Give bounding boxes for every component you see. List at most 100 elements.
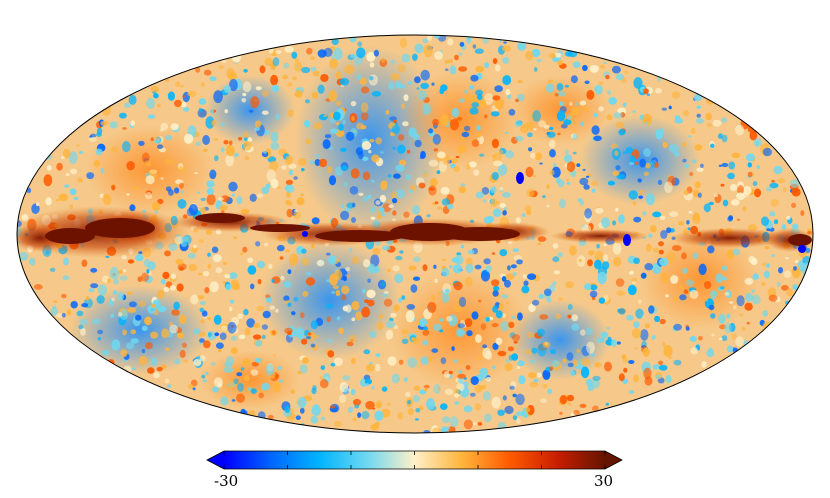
fluctuation-speck bbox=[170, 273, 177, 280]
fluctuation-speck bbox=[643, 88, 649, 95]
fluctuation-speck bbox=[164, 378, 170, 384]
fluctuation-speck bbox=[117, 312, 123, 317]
fluctuation-speck bbox=[156, 366, 163, 372]
fluctuation-speck bbox=[397, 64, 406, 73]
fluctuation-speck bbox=[220, 122, 225, 127]
fluctuation-speck bbox=[451, 346, 455, 351]
fluctuation-speck bbox=[220, 147, 225, 153]
fluctuation-speck bbox=[466, 330, 473, 337]
fluctuation-speck bbox=[312, 70, 320, 77]
fluctuation-speck bbox=[566, 182, 571, 185]
fluctuation-speck bbox=[144, 160, 152, 165]
fluctuation-speck bbox=[247, 257, 254, 263]
fluctuation-speck bbox=[645, 193, 655, 206]
fluctuation-speck bbox=[661, 107, 667, 111]
fluctuation-speck bbox=[557, 60, 563, 66]
fluctuation-speck bbox=[482, 199, 486, 203]
fluctuation-speck bbox=[724, 292, 730, 296]
fluctuation-speck bbox=[250, 283, 255, 290]
fluctuation-speck bbox=[256, 193, 264, 198]
fluctuation-speck bbox=[492, 305, 498, 313]
fluctuation-speck bbox=[390, 73, 400, 81]
fluctuation-speck bbox=[517, 79, 523, 84]
fluctuation-speck bbox=[86, 172, 95, 180]
fluctuation-speck bbox=[543, 125, 550, 129]
fluctuation-speck bbox=[671, 91, 681, 99]
fluctuation-speck bbox=[454, 254, 464, 265]
fluctuation-speck bbox=[794, 259, 799, 264]
fluctuation-speck bbox=[718, 164, 723, 167]
fluctuation-speck bbox=[403, 211, 410, 218]
fluctuation-speck bbox=[270, 142, 280, 151]
fluctuation-speck bbox=[286, 201, 293, 206]
fluctuation-speck bbox=[335, 71, 342, 79]
fluctuation-speck bbox=[258, 392, 265, 399]
fluctuation-speck bbox=[302, 291, 309, 297]
fluctuation-speck bbox=[361, 411, 370, 420]
fluctuation-speck bbox=[228, 181, 238, 192]
fluctuation-speck bbox=[453, 393, 460, 398]
fluctuation-speck bbox=[386, 199, 391, 203]
fluctuation-speck bbox=[480, 323, 487, 331]
fluctuation-speck bbox=[402, 121, 409, 127]
fluctuation-speck bbox=[416, 87, 420, 90]
fluctuation-speck bbox=[352, 417, 357, 422]
fluctuation-speck bbox=[171, 309, 180, 316]
fluctuation-speck bbox=[698, 336, 703, 341]
fluctuation-speck bbox=[616, 290, 625, 296]
fluctuation-speck bbox=[524, 406, 531, 413]
fluctuation-speck bbox=[218, 65, 225, 70]
fluctuation-speck bbox=[569, 101, 573, 107]
fluctuation-speck bbox=[566, 394, 575, 402]
fluctuation-speck bbox=[35, 202, 40, 207]
fluctuation-speck bbox=[485, 317, 491, 322]
fluctuation-speck bbox=[90, 283, 99, 289]
fluctuation-speck bbox=[235, 367, 240, 371]
fluctuation-speck bbox=[283, 62, 290, 69]
fluctuation-speck bbox=[629, 155, 636, 163]
fluctuation-speck bbox=[223, 139, 229, 145]
fluctuation-speck bbox=[536, 58, 542, 63]
fluctuation-speck bbox=[167, 91, 175, 101]
fluctuation-speck bbox=[428, 128, 434, 134]
fluctuation-speck bbox=[236, 393, 245, 403]
fluctuation-speck bbox=[682, 267, 688, 274]
fluctuation-speck bbox=[674, 115, 681, 120]
fluctuation-speck bbox=[501, 294, 509, 299]
fluctuation-speck bbox=[626, 314, 634, 321]
galactic-plane-core bbox=[788, 234, 812, 246]
fluctuation-speck bbox=[526, 188, 535, 198]
fluctuation-speck bbox=[214, 332, 220, 337]
fluctuation-speck bbox=[463, 405, 473, 413]
fluctuation-speck bbox=[66, 309, 72, 316]
fluctuation-speck bbox=[200, 319, 205, 324]
fluctuation-speck bbox=[786, 215, 791, 220]
fluctuation-speck bbox=[346, 341, 354, 347]
fluctuation-speck bbox=[482, 391, 491, 401]
fluctuation-speck bbox=[298, 158, 307, 166]
fluctuation-speck bbox=[532, 175, 536, 178]
fluctuation-speck bbox=[761, 282, 766, 286]
fluctuation-speck bbox=[490, 198, 498, 208]
fluctuation-speck bbox=[269, 305, 275, 310]
fluctuation-speck bbox=[491, 279, 500, 287]
fluctuation-speck bbox=[687, 227, 691, 231]
fluctuation-speck bbox=[434, 51, 443, 60]
fluctuation-speck bbox=[483, 258, 491, 265]
fluctuation-speck bbox=[423, 388, 428, 392]
fluctuation-speck bbox=[151, 357, 158, 366]
fluctuation-speck bbox=[423, 430, 431, 433]
fluctuation-speck bbox=[589, 284, 598, 291]
fluctuation-speck bbox=[423, 171, 428, 178]
fluctuation-speck bbox=[111, 184, 116, 191]
fluctuation-speck bbox=[551, 54, 556, 58]
fluctuation-speck bbox=[517, 312, 523, 321]
fluctuation-speck bbox=[756, 165, 761, 170]
fluctuation-speck bbox=[553, 270, 560, 275]
fluctuation-speck bbox=[206, 194, 216, 206]
fluctuation-speck bbox=[493, 208, 502, 217]
fluctuation-speck bbox=[426, 214, 431, 218]
fluctuation-speck bbox=[549, 366, 554, 371]
fluctuation-speck bbox=[313, 122, 323, 130]
fluctuation-speck bbox=[361, 306, 371, 318]
